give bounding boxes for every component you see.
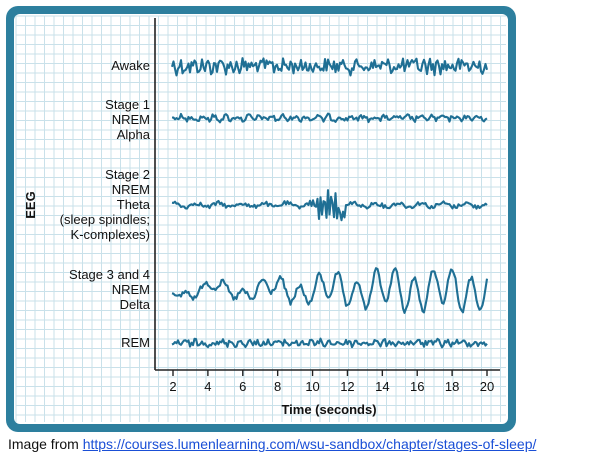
stage-label-line: Stage 1 [105,97,150,112]
stage-label-line: Alpha [117,127,151,142]
x-tick-label: 2 [169,379,176,394]
stage-label-stage1: Stage 1 NREM Alpha [105,97,151,142]
credit-prefix: Image from [8,436,83,452]
x-tick-label: 10 [305,379,319,394]
eeg-traces [170,57,489,349]
stage-label-line: Stage 3 and 4 [69,267,150,282]
stage-label-line: NREM [112,282,150,297]
source-link[interactable]: https://courses.lumenlearning.com/wsu-sa… [82,436,537,452]
eeg-trace-stage34 [171,267,489,314]
x-tick-label: 8 [274,379,281,394]
stage-label-line: NREM [112,182,150,197]
stage-label-stage2: Stage 2 NREM Theta (sleep spindles; K-comple… [60,167,151,242]
eeg-trace-awake [170,57,489,77]
stage-label-line: NREM [112,112,150,127]
stage-label-awake: Awake [111,58,150,73]
eeg-trace-rem [171,337,488,349]
eeg-trace-stage1 [171,112,488,124]
axes: 2 4 6 8 10 12 14 16 18 20 [154,18,500,394]
stage-label-line: Theta [117,197,151,212]
image-credit: Image from https://courses.lumenlearning… [8,436,536,452]
stage-label-line: K-complexes) [71,227,150,242]
x-tick-label: 16 [410,379,424,394]
x-tick-label: 14 [375,379,389,394]
stage-label-line: Stage 2 [105,167,150,182]
stage-label-line: Delta [120,297,151,312]
stage-label-line: Awake [111,58,150,73]
x-tick-label: 4 [204,379,211,394]
x-axis-title: Time (seconds) [281,402,376,417]
x-tick-label: 6 [239,379,246,394]
stage-label-stage34: Stage 3 and 4 NREM Delta [69,267,151,312]
stage-label-line: REM [121,335,150,350]
x-tick-label: 20 [480,379,494,394]
x-tick-label: 18 [445,379,459,394]
x-tick-label: 12 [340,379,354,394]
stage-label-rem: REM [121,335,150,350]
stage-label-line: (sleep spindles; [60,212,150,227]
eeg-trace-stage2 [171,189,488,222]
y-axis-title: EEG [23,191,38,218]
grid [15,15,506,422]
